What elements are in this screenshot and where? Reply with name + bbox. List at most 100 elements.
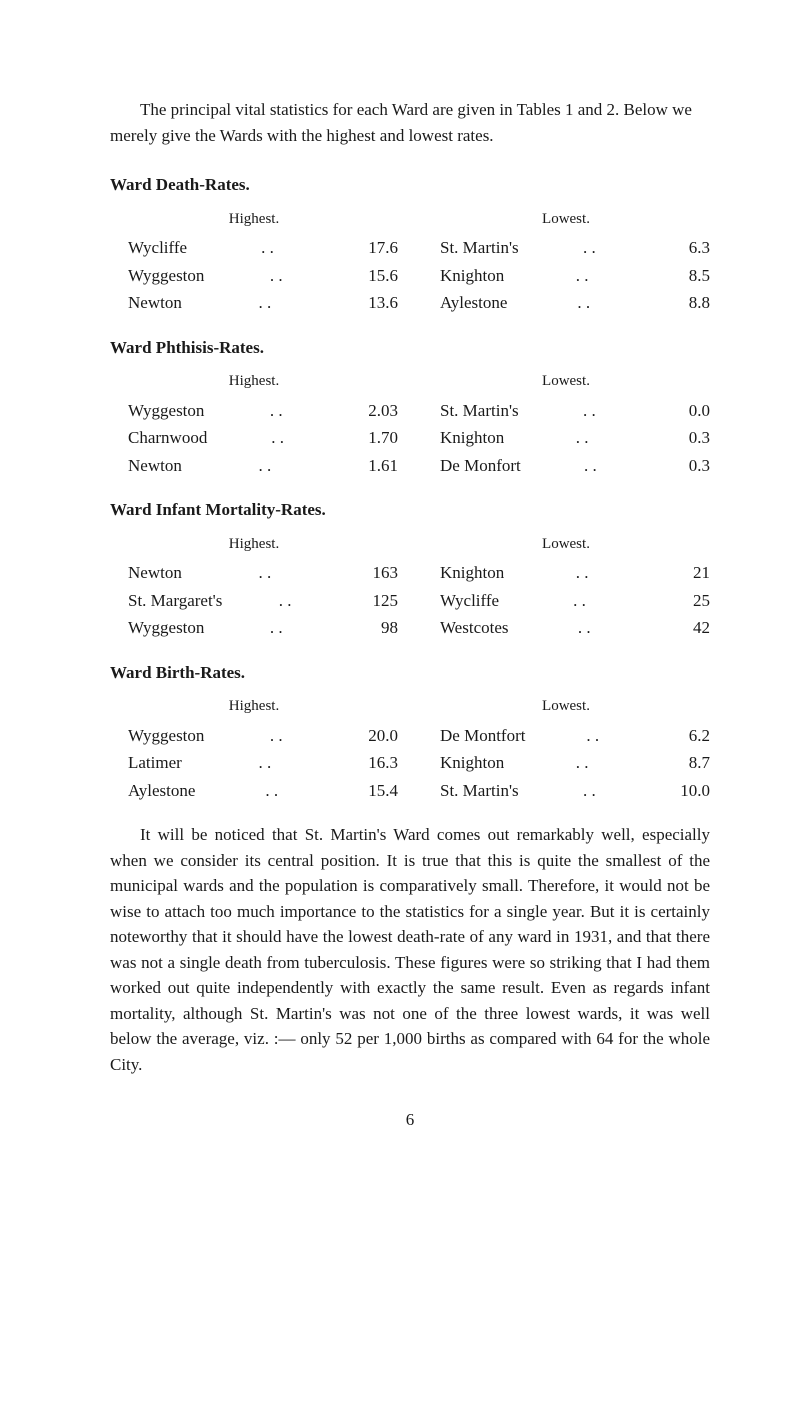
table-row: St. Martin's . . 0.0	[422, 397, 710, 425]
dots: . .	[577, 235, 602, 261]
ward-value: 13.6	[348, 290, 398, 316]
phthisis-table: Highest. Wyggeston . . 2.03 Charnwood . …	[110, 370, 710, 479]
ward-value: 0.3	[660, 453, 710, 479]
col-header-highest: Highest.	[110, 533, 398, 556]
ward-label: St. Margaret's	[110, 588, 222, 614]
table-row: St. Martin's . . 10.0	[422, 777, 710, 805]
col-header-lowest: Lowest.	[422, 533, 710, 556]
dots: . .	[578, 453, 603, 479]
ward-label: De Montfort	[422, 723, 525, 749]
body-paragraph: It will be noticed that St. Martin's War…	[110, 822, 710, 1077]
ward-label: Wyggeston	[110, 398, 204, 424]
table-row: Knighton . . 8.5	[422, 262, 710, 290]
dots: . .	[253, 453, 278, 479]
dots: . .	[580, 723, 605, 749]
table-row: Wycliffe . . 25	[422, 587, 710, 615]
col-header-lowest: Lowest.	[422, 370, 710, 393]
ward-value: 25	[660, 588, 710, 614]
ward-label: De Monfort	[422, 453, 521, 479]
ward-label: Wycliffe	[422, 588, 499, 614]
ward-value: 15.6	[348, 263, 398, 289]
ward-label: Newton	[110, 290, 182, 316]
infant-table: Highest. Newton . . 163 St. Margaret's .…	[110, 533, 710, 642]
ward-value: 8.8	[660, 290, 710, 316]
dots: . .	[259, 778, 284, 804]
table-row: Newton . . 163	[110, 559, 398, 587]
birth-highest-col: Highest. Wyggeston . . 20.0 Latimer . . …	[110, 695, 398, 804]
dots: . .	[571, 290, 596, 316]
ward-label: Knighton	[422, 263, 504, 289]
dots: . .	[253, 560, 278, 586]
ward-value: 8.7	[660, 750, 710, 776]
ward-label: Aylestone	[422, 290, 507, 316]
ward-value: 20.0	[348, 723, 398, 749]
table-row: Knighton . . 21	[422, 559, 710, 587]
ward-value: 98	[348, 615, 398, 641]
table-row: Knighton . . 8.7	[422, 749, 710, 777]
table-row: Aylestone . . 15.4	[110, 777, 398, 805]
page-number: 6	[110, 1107, 710, 1133]
dots: . .	[265, 425, 290, 451]
birth-lowest-col: Lowest. De Montfort . . 6.2 Knighton . .…	[422, 695, 710, 804]
table-row: De Monfort . . 0.3	[422, 452, 710, 480]
section-title-death: Ward Death-Rates.	[110, 172, 710, 198]
ward-label: St. Martin's	[422, 235, 519, 261]
page-content: The principal vital statistics for each …	[0, 0, 800, 1173]
section-title-infant: Ward Infant Mortality-Rates.	[110, 497, 710, 523]
ward-label: Aylestone	[110, 778, 195, 804]
section-title-phthisis: Ward Phthisis-Rates.	[110, 335, 710, 361]
ward-label: Newton	[110, 560, 182, 586]
table-row: Knighton . . 0.3	[422, 424, 710, 452]
table-row: Wyggeston . . 2.03	[110, 397, 398, 425]
ward-label: St. Martin's	[422, 778, 519, 804]
infant-highest-col: Highest. Newton . . 163 St. Margaret's .…	[110, 533, 398, 642]
ward-value: 6.3	[660, 235, 710, 261]
dots: . .	[273, 588, 298, 614]
dots: . .	[577, 778, 602, 804]
ward-value: 0.0	[660, 398, 710, 424]
intro-paragraph: The principal vital statistics for each …	[110, 97, 710, 148]
ward-value: 21	[660, 560, 710, 586]
table-row: Wyggeston . . 20.0	[110, 722, 398, 750]
ward-label: Westcotes	[422, 615, 509, 641]
section-title-birth: Ward Birth-Rates.	[110, 660, 710, 686]
death-table: Highest. Wycliffe . . 17.6 Wyggeston . .…	[110, 208, 710, 317]
ward-label: Wyggeston	[110, 263, 204, 289]
ward-label: Charnwood	[110, 425, 207, 451]
col-header-lowest: Lowest.	[422, 208, 710, 231]
ward-label: Knighton	[422, 750, 504, 776]
birth-table: Highest. Wyggeston . . 20.0 Latimer . . …	[110, 695, 710, 804]
ward-label: Wyggeston	[110, 723, 204, 749]
table-row: Wyggeston . . 15.6	[110, 262, 398, 290]
ward-value: 15.4	[348, 778, 398, 804]
ward-label: Newton	[110, 453, 182, 479]
dots: . .	[570, 560, 595, 586]
ward-value: 163	[348, 560, 398, 586]
dots: . .	[567, 588, 592, 614]
ward-value: 10.0	[660, 778, 710, 804]
table-row: Westcotes . . 42	[422, 614, 710, 642]
ward-value: 125	[348, 588, 398, 614]
table-row: De Montfort . . 6.2	[422, 722, 710, 750]
table-row: Wycliffe . . 17.6	[110, 234, 398, 262]
dots: . .	[264, 723, 289, 749]
ward-value: 0.3	[660, 425, 710, 451]
dots: . .	[570, 263, 595, 289]
ward-value: 2.03	[348, 398, 398, 424]
table-row: Aylestone . . 8.8	[422, 289, 710, 317]
ward-label: Latimer	[110, 750, 182, 776]
col-header-highest: Highest.	[110, 208, 398, 231]
ward-value: 6.2	[660, 723, 710, 749]
dots: . .	[577, 398, 602, 424]
table-row: Newton . . 13.6	[110, 289, 398, 317]
ward-label: Knighton	[422, 560, 504, 586]
phthisis-highest-col: Highest. Wyggeston . . 2.03 Charnwood . …	[110, 370, 398, 479]
table-row: St. Margaret's . . 125	[110, 587, 398, 615]
ward-value: 1.70	[348, 425, 398, 451]
ward-label: Wyggeston	[110, 615, 204, 641]
phthisis-lowest-col: Lowest. St. Martin's . . 0.0 Knighton . …	[422, 370, 710, 479]
ward-label: Knighton	[422, 425, 504, 451]
col-header-lowest: Lowest.	[422, 695, 710, 718]
dots: . .	[253, 290, 278, 316]
death-lowest-col: Lowest. St. Martin's . . 6.3 Knighton . …	[422, 208, 710, 317]
